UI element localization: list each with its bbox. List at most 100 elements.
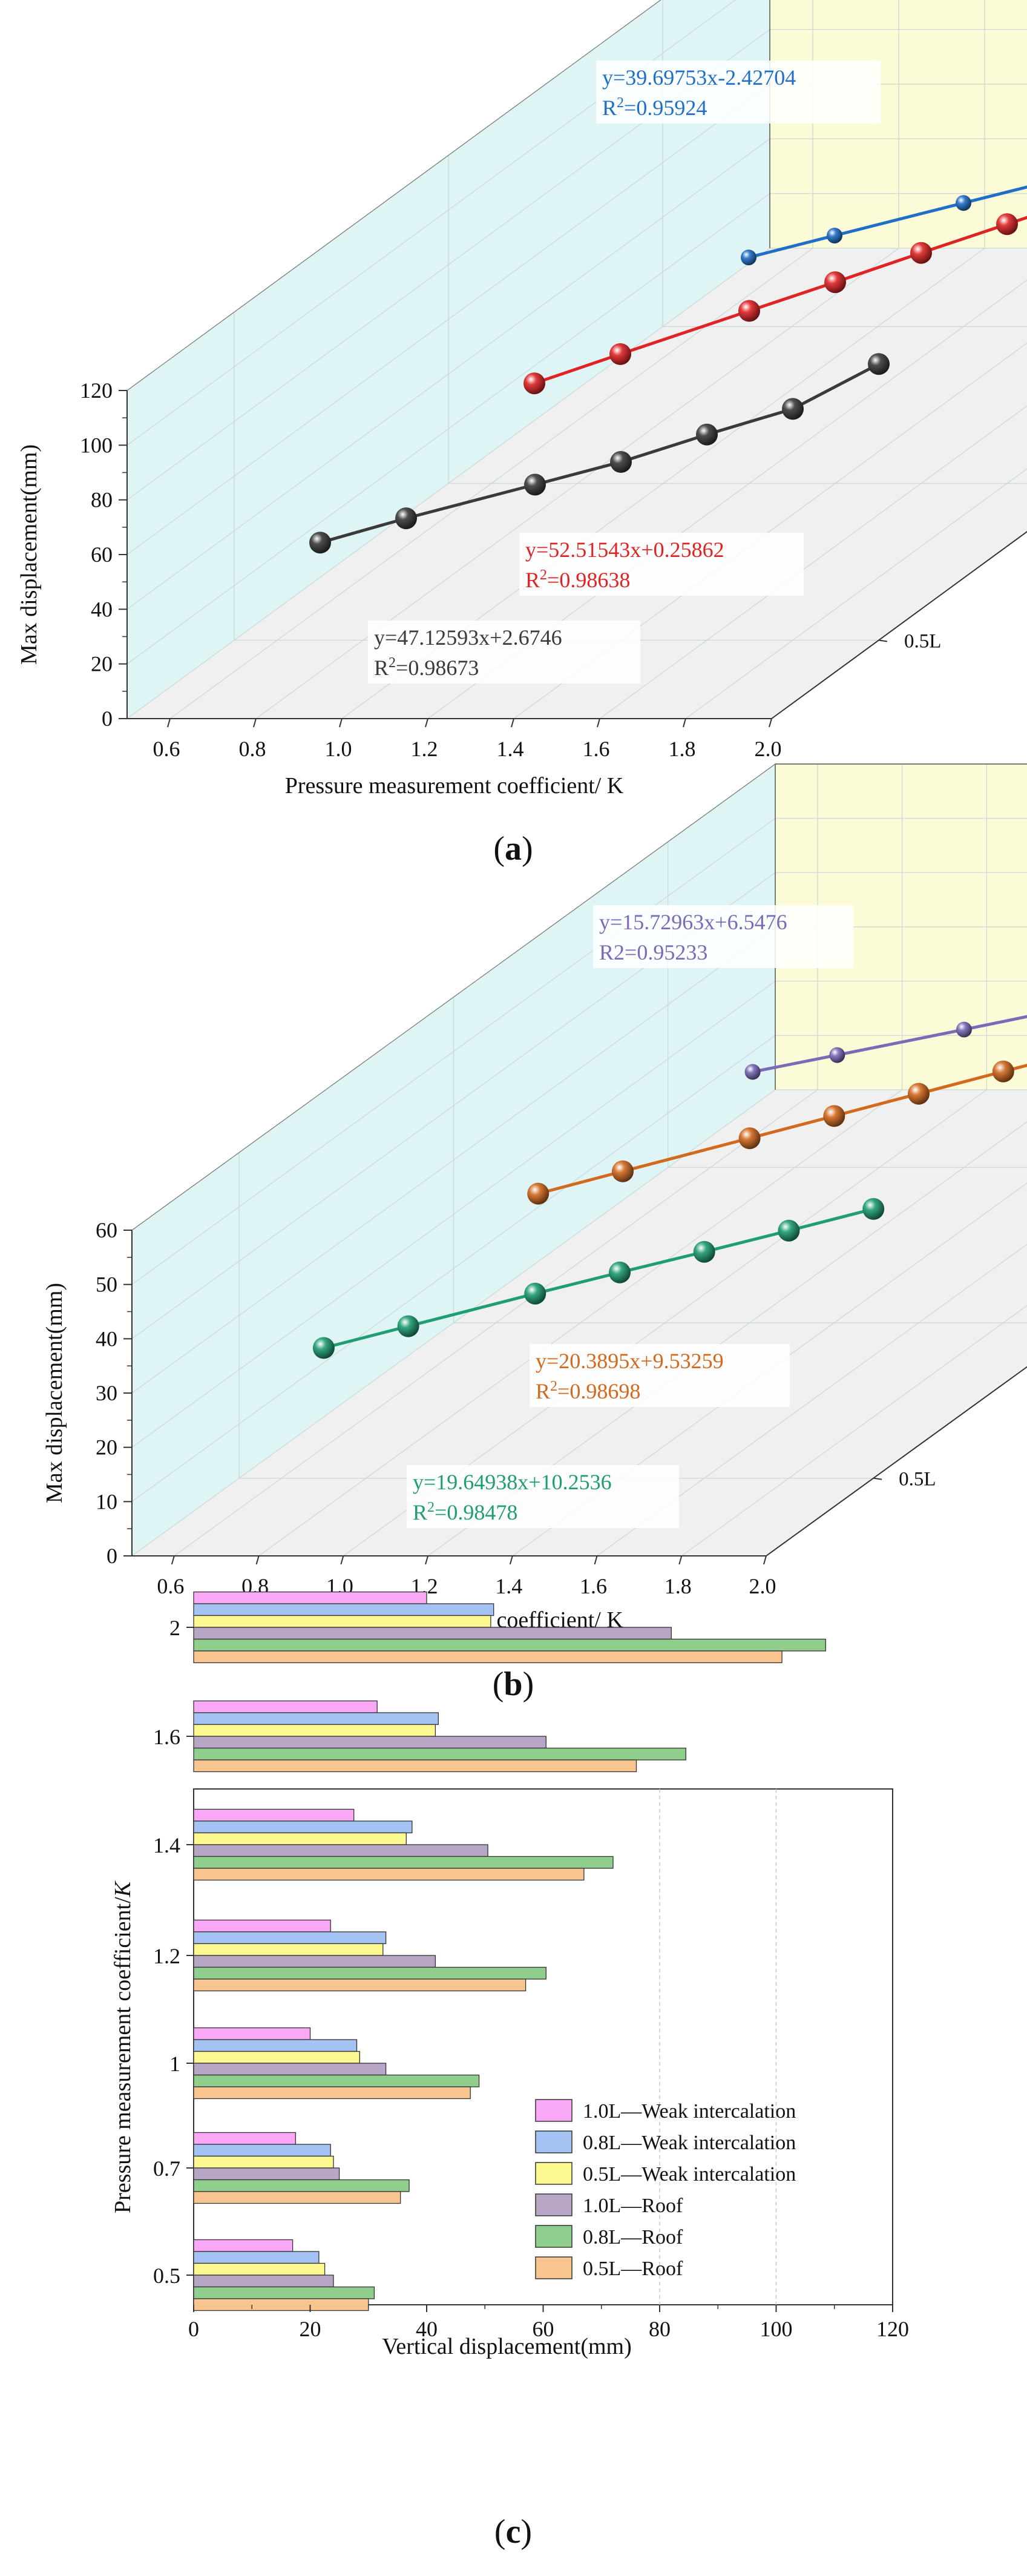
r-squared-base: R xyxy=(602,96,617,120)
r-squared-base: R2 xyxy=(599,940,625,964)
equation-box xyxy=(593,905,853,968)
data-point xyxy=(696,423,718,446)
bar xyxy=(193,2144,331,2157)
data-point xyxy=(397,1315,419,1337)
r-squared-base: R xyxy=(413,1500,427,1524)
data-point xyxy=(823,1105,845,1127)
x-tick xyxy=(255,1555,260,1565)
equation-label: y=47.12593x+2.6746 xyxy=(374,625,562,650)
r-squared-label: R2=0.98478 xyxy=(413,1500,517,1524)
bar xyxy=(193,2298,369,2311)
bar xyxy=(193,2167,340,2181)
equation-label: y=19.64938x+10.2536 xyxy=(413,1470,612,1494)
x-tick xyxy=(340,1555,344,1565)
bar xyxy=(193,2063,387,2076)
x-tick-label: 2.0 xyxy=(755,737,782,761)
data-point xyxy=(609,343,631,365)
x-tick xyxy=(678,1555,683,1565)
y-tick-label: 0 xyxy=(107,1544,117,1568)
bar xyxy=(193,2239,294,2252)
bar xyxy=(193,1712,439,1725)
x-tick-label: 1.2 xyxy=(411,737,438,761)
legend-swatch xyxy=(535,2256,573,2279)
x-tick-label: 1.4 xyxy=(495,1574,522,1598)
y-axis-title: Max displacement(mm) xyxy=(16,444,42,665)
x-tick-label: 0.6 xyxy=(153,737,180,761)
data-point xyxy=(910,242,932,264)
y-tick-label: 1 xyxy=(169,2052,180,2076)
bar xyxy=(193,1868,585,1881)
bar xyxy=(193,2155,334,2169)
bar xyxy=(193,1856,614,1869)
data-point xyxy=(693,1240,715,1263)
r-squared-sup: 2 xyxy=(617,95,624,111)
data-point xyxy=(778,1219,800,1242)
y-tick-label: 1.2 xyxy=(153,1944,180,1968)
data-point xyxy=(992,1060,1014,1082)
z-tick-label: 0.5L xyxy=(899,1469,936,1491)
bar xyxy=(193,1724,436,1737)
legend-label: 0.5L—Weak intercalation xyxy=(583,2163,796,2186)
data-point xyxy=(312,1337,335,1359)
data-point xyxy=(956,1021,972,1038)
bar xyxy=(193,1919,331,1932)
equation-box xyxy=(530,1344,790,1407)
bar xyxy=(193,2286,375,2299)
data-point xyxy=(827,228,842,244)
r-squared-base: R xyxy=(525,568,540,592)
data-point xyxy=(612,1160,634,1182)
grid-line-z xyxy=(448,155,1027,484)
x-tick-label: 2.0 xyxy=(749,1574,776,1598)
x-tick-label: 0.6 xyxy=(157,1574,184,1598)
caption-letter: a xyxy=(505,830,522,868)
x-tick-label: 60 xyxy=(533,2317,554,2341)
bar xyxy=(193,1832,407,1845)
grid-line-y xyxy=(126,0,737,446)
bar xyxy=(193,1820,413,1834)
data-point xyxy=(956,195,971,211)
y-tick-label: 20 xyxy=(96,1435,117,1460)
bar xyxy=(193,1700,378,1713)
data-point xyxy=(524,473,546,496)
bar xyxy=(193,1736,546,1749)
r-squared-base: R xyxy=(536,1379,550,1403)
bar xyxy=(193,2179,410,2192)
caption-paren: ( xyxy=(494,2513,506,2551)
legend-label: 0.8L—Weak intercalation xyxy=(583,2132,796,2154)
bar xyxy=(193,1603,494,1616)
caption-paren: ( xyxy=(493,1665,504,1703)
r-squared-sup: 2 xyxy=(550,1379,557,1394)
bar xyxy=(193,1844,488,1857)
bar xyxy=(193,1931,387,1945)
x-tick xyxy=(171,1555,175,1565)
x-tick-label: 1.6 xyxy=(583,737,610,761)
bar xyxy=(193,1943,384,1956)
equation-box xyxy=(407,1465,679,1528)
z-tick xyxy=(878,639,888,642)
data-point xyxy=(868,353,890,375)
y-tick-label: 40 xyxy=(96,1326,117,1351)
caption-letter: c xyxy=(506,2513,521,2551)
grid-line-x xyxy=(681,1305,1027,1556)
bar xyxy=(193,1650,783,1664)
y-tick-label: 50 xyxy=(96,1273,117,1297)
x-tick-label: 1.8 xyxy=(669,737,696,761)
r-squared-value: =0.95233 xyxy=(625,940,707,964)
x-tick xyxy=(597,718,600,728)
data-point xyxy=(610,451,632,473)
equation-box xyxy=(596,61,881,124)
bar xyxy=(193,2191,401,2204)
bar xyxy=(193,1978,527,1992)
data-point xyxy=(996,213,1018,236)
data-point xyxy=(782,398,804,420)
bar xyxy=(193,1808,355,1822)
x-tick-label: 40 xyxy=(416,2317,438,2341)
x-tick xyxy=(769,718,772,728)
y-axis-title-text: Pressure measurement coefficient/ xyxy=(110,1897,136,2213)
bar xyxy=(193,1747,686,1761)
y-tick-label: 0.5 xyxy=(153,2264,180,2288)
x-axis-title: Pressure measurement coefficient/ K xyxy=(285,773,624,799)
x-tick xyxy=(253,718,257,728)
top-edge xyxy=(126,0,661,391)
